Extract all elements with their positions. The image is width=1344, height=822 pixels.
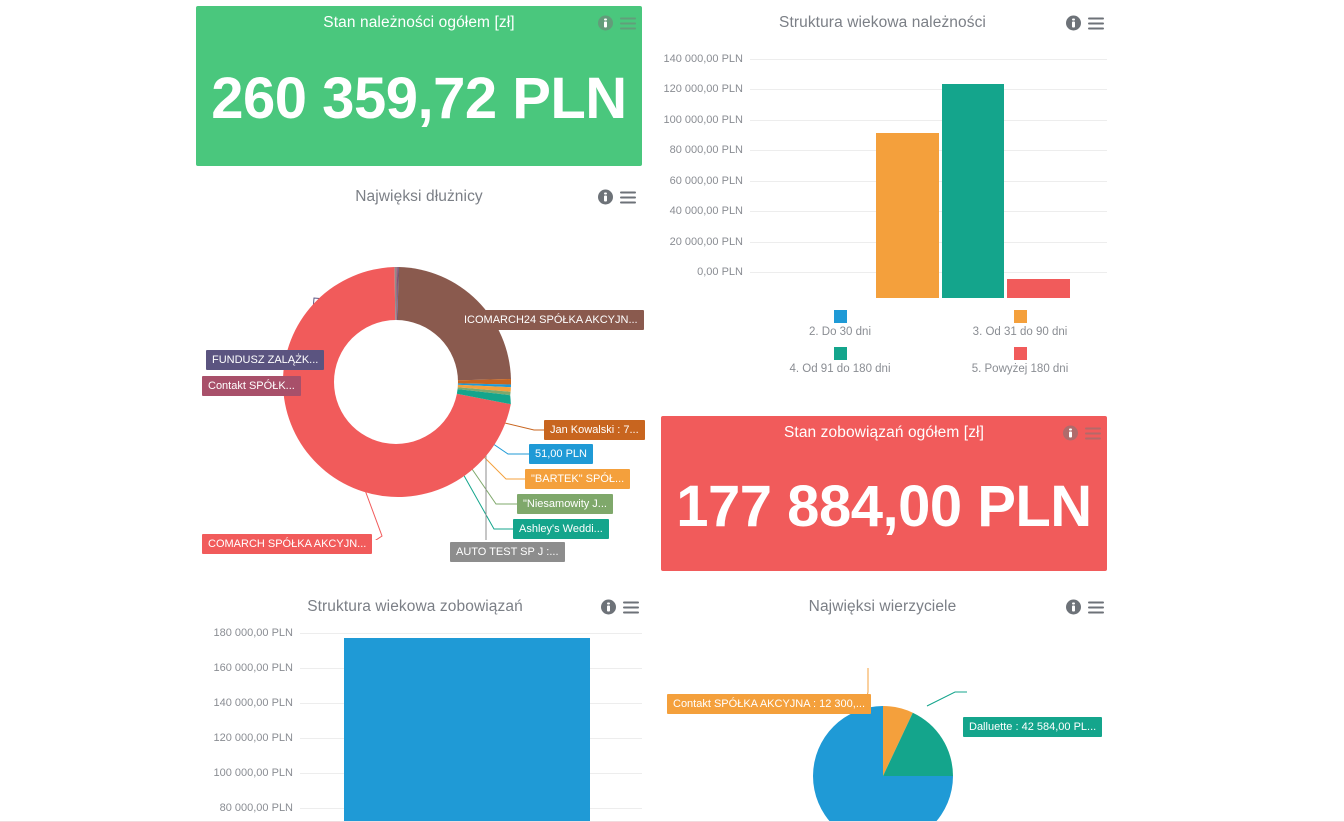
y-tick-label: 80 000,00 PLN bbox=[669, 144, 743, 156]
panel-top-creditors-title: Najwięksi wierzyciele bbox=[808, 598, 957, 615]
widget-header: Najwięksi dłużnicy bbox=[196, 180, 642, 214]
bar-nieprzeterminowane[interactable] bbox=[344, 638, 590, 822]
donut-hole bbox=[334, 320, 458, 444]
panel-top-creditors: Najwięksi wierzyciele bbox=[655, 590, 1110, 822]
donut-label-comarch[interactable]: COMARCH SPÓŁKA AKCYJN... bbox=[202, 534, 373, 554]
panel-top-debtors-title: Najwięksi dłużnicy bbox=[355, 188, 483, 205]
donut-label-auto-test[interactable]: AUTO TEST SP J :... bbox=[450, 542, 565, 562]
kpi-tile-liabilities[interactable]: Stan zobowiązań ogółem [zł] 177 884,00 P… bbox=[661, 416, 1107, 571]
gridline bbox=[750, 120, 1107, 121]
gridline bbox=[300, 633, 642, 634]
y-tick-label: 140 000,00 PLN bbox=[213, 697, 293, 709]
y-tick-label: 80 000,00 PLN bbox=[219, 802, 293, 814]
hamburger-menu-icon[interactable] bbox=[1088, 601, 1104, 613]
donut-chart[interactable] bbox=[196, 214, 642, 540]
hamburger-menu-icon[interactable] bbox=[623, 601, 639, 613]
panel-aging-receivables-title: Struktura wiekowa należności bbox=[779, 14, 986, 31]
pie-label-contakt[interactable]: Contakt SPÓŁKA AKCYJNA : 12 300,... bbox=[667, 694, 871, 714]
widget-actions bbox=[601, 599, 639, 615]
legend-item[interactable]: 5. Powyżej 180 dni bbox=[930, 347, 1110, 375]
hamburger-menu-icon[interactable] bbox=[620, 17, 636, 29]
bar-plot-area-receivables: 140 000,00 PLN 120 000,00 PLN 100 000,00… bbox=[655, 40, 1110, 391]
legend-label: 2. Do 30 dni bbox=[808, 326, 871, 338]
info-icon[interactable] bbox=[598, 189, 613, 205]
pie-label-dalluette[interactable]: Dalluette : 42 584,00 PL... bbox=[963, 717, 1103, 737]
legend-item[interactable]: 3. Od 31 do 90 dni bbox=[930, 310, 1110, 338]
kpi-liabilities-title: Stan zobowiązań ogółem [zł] bbox=[783, 424, 984, 441]
donut-label-fundusz[interactable]: FUNDUSZ ZALĄŻK... bbox=[206, 350, 325, 370]
hamburger-menu-icon[interactable] bbox=[620, 191, 636, 203]
bar-chart-legend: 2. Do 30 dni 3. Od 31 do 90 dni 4. Od 91… bbox=[750, 310, 1110, 384]
donut-label-niesamowity[interactable]: "Niesamowity J... bbox=[517, 494, 613, 514]
widget-header: Najwięksi wierzyciele bbox=[655, 590, 1110, 624]
legend-swatch-teal bbox=[833, 347, 847, 360]
y-tick-label: 120 000,00 PLN bbox=[213, 732, 293, 744]
kpi-receivables-title: Stan należności ogółem [zł] bbox=[323, 14, 515, 31]
donut-plot-area: ICOMARCH24 SPÓŁKA AKCYJN... FUNDUSZ ZALĄ… bbox=[196, 214, 645, 562]
legend-item[interactable]: 2. Do 30 dni bbox=[750, 310, 930, 338]
panel-aging-liabilities: Struktura wiekowa zobowiązań 180 000,00 … bbox=[185, 590, 645, 822]
widget-actions bbox=[598, 15, 636, 31]
gridline bbox=[750, 89, 1107, 90]
pie-slice-other bbox=[813, 706, 953, 822]
y-tick-label: 20 000,00 PLN bbox=[669, 236, 743, 248]
info-icon[interactable] bbox=[1066, 599, 1081, 615]
widget-actions bbox=[1066, 15, 1104, 31]
pie-slice-contakt bbox=[883, 706, 913, 776]
donut-label-icomarch24[interactable]: ICOMARCH24 SPÓŁKA AKCYJN... bbox=[458, 310, 644, 330]
donut-label-contakt[interactable]: Contakt SPÓŁK... bbox=[202, 376, 301, 396]
donut-label-51pln[interactable]: 51,00 PLN bbox=[529, 444, 593, 464]
y-tick-label: 100 000,00 PLN bbox=[213, 767, 293, 779]
donut-label-jan-kowalski[interactable]: Jan Kowalski : 7... bbox=[544, 420, 645, 440]
legend-label: 5. Powyżej 180 dni bbox=[971, 363, 1069, 375]
widget-header: Struktura wiekowa zobowiązań bbox=[185, 590, 645, 624]
pie-chart[interactable] bbox=[655, 624, 1110, 822]
pie-plot-area: Contakt SPÓŁKA AKCYJNA : 12 300,... Dall… bbox=[655, 624, 1110, 822]
widget-header: Stan należności ogółem [zł] bbox=[196, 6, 642, 40]
bar-powyzej-180-dni[interactable] bbox=[1007, 279, 1070, 298]
kpi-tile-receivables[interactable]: Stan należności ogółem [zł] 260 359,72 P… bbox=[196, 6, 642, 166]
info-icon[interactable] bbox=[598, 15, 613, 31]
legend-swatch-red bbox=[1013, 347, 1027, 360]
widget-header: Struktura wiekowa należności bbox=[655, 6, 1110, 40]
y-tick-label: 160 000,00 PLN bbox=[213, 662, 293, 674]
y-tick-label: 60 000,00 PLN bbox=[669, 175, 743, 187]
info-icon[interactable] bbox=[1066, 15, 1081, 31]
pie-slice-dalluette bbox=[883, 712, 953, 776]
y-tick-label: 0,00 PLN bbox=[697, 266, 743, 278]
widget-actions bbox=[598, 189, 636, 205]
donut-slice-comarch bbox=[282, 267, 511, 497]
panel-aging-liabilities-title: Struktura wiekowa zobowiązań bbox=[307, 598, 523, 615]
widget-actions bbox=[1063, 425, 1101, 441]
info-icon[interactable] bbox=[1063, 425, 1078, 441]
kpi-liabilities-value: 177 884,00 PLN bbox=[676, 473, 1092, 539]
legend-label: 3. Od 31 do 90 dni bbox=[972, 326, 1068, 338]
hamburger-menu-icon[interactable] bbox=[1088, 17, 1104, 29]
y-tick-label: 180 000,00 PLN bbox=[213, 627, 293, 639]
panel-aging-receivables: Struktura wiekowa należności 140 000,00 … bbox=[655, 6, 1110, 391]
bar-od-91-do-180-dni[interactable] bbox=[942, 84, 1004, 298]
y-tick-label: 100 000,00 PLN bbox=[663, 114, 743, 126]
legend-swatch-blue bbox=[833, 310, 847, 323]
panel-top-debtors: Najwięksi dłużnicy bbox=[196, 180, 645, 562]
donut-label-ashleys-wedding[interactable]: Ashley's Weddi... bbox=[513, 519, 609, 539]
donut-label-bartek[interactable]: "BARTEK" SPÓŁ... bbox=[525, 469, 631, 489]
widget-actions bbox=[1066, 599, 1104, 615]
widget-header: Stan zobowiązań ogółem [zł] bbox=[661, 416, 1107, 450]
legend-swatch-orange bbox=[1013, 310, 1027, 323]
y-tick-label: 120 000,00 PLN bbox=[663, 83, 743, 95]
bar-od-31-do-90-dni[interactable] bbox=[876, 133, 939, 298]
kpi-receivables-value: 260 359,72 PLN bbox=[211, 65, 627, 131]
y-tick-label: 40 000,00 PLN bbox=[669, 205, 743, 217]
y-tick-label: 140 000,00 PLN bbox=[663, 53, 743, 65]
bar-plot-area-liabilities: 180 000,00 PLN 160 000,00 PLN 140 000,00… bbox=[185, 624, 645, 822]
gridline bbox=[750, 59, 1107, 60]
legend-item[interactable]: 4. Od 91 do 180 dni bbox=[750, 347, 930, 375]
hamburger-menu-icon[interactable] bbox=[1085, 427, 1101, 439]
legend-label: 4. Od 91 do 180 dni bbox=[789, 363, 891, 375]
info-icon[interactable] bbox=[601, 599, 616, 615]
